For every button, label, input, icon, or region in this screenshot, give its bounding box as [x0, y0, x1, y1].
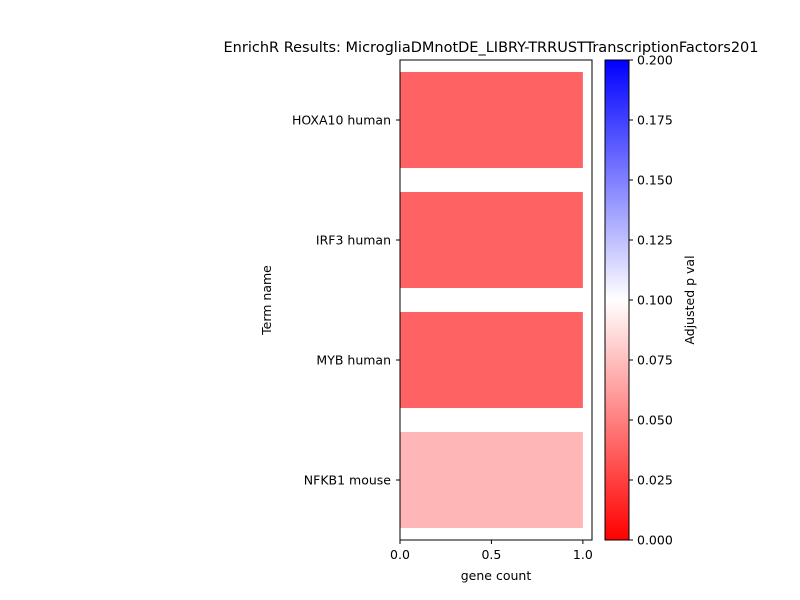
- x-tick-label: 0.0: [390, 547, 410, 562]
- colorbar-tick-label: 0.025: [637, 473, 673, 488]
- plot-area: HOXA10 human IRF3 human MYB human NFKB1 mou…: [292, 72, 593, 562]
- y-tick-label: MYB human: [316, 353, 391, 368]
- colorbar-tick-label: 0.100: [637, 293, 673, 308]
- x-tick-label: 1.0: [573, 547, 593, 562]
- colorbar-tick-label: 0.125: [637, 233, 673, 248]
- bar-myb-human: [400, 312, 583, 408]
- y-tick-label: HOXA10 human: [292, 113, 391, 128]
- chart-title: EnrichR Results: MicrogliaDMnotDE_LIBRY-…: [224, 40, 759, 56]
- y-tick-label: NFKB1 mouse: [304, 473, 391, 488]
- colorbar-label: Adjusted p val: [682, 255, 697, 344]
- bar-irf3-human: [400, 192, 583, 288]
- y-axis-label: Term name: [259, 265, 274, 336]
- colorbar: [604, 59, 630, 541]
- colorbar-tick-label: 0.175: [637, 113, 673, 128]
- x-axis-label: gene count: [461, 568, 532, 583]
- colorbar-tick-label: 0.050: [637, 413, 673, 428]
- bar-hoxa10-human: [400, 72, 583, 168]
- colorbar-tick-label: 0.075: [637, 353, 673, 368]
- colorbar-ticks: 0.000 0.025 0.050 0.075 0.100 0.125 0.150 0.175…: [629, 53, 673, 548]
- y-tick-label: IRF3 human: [316, 233, 391, 248]
- x-tick-label: 0.5: [481, 547, 501, 562]
- colorbar-tick-label: 0.200: [637, 53, 673, 68]
- colorbar-tick-label: 0.000: [637, 533, 673, 548]
- plot-frame: [399, 59, 593, 541]
- bar-nfkb1-mouse: [400, 432, 583, 528]
- colorbar-tick-label: 0.150: [637, 173, 673, 188]
